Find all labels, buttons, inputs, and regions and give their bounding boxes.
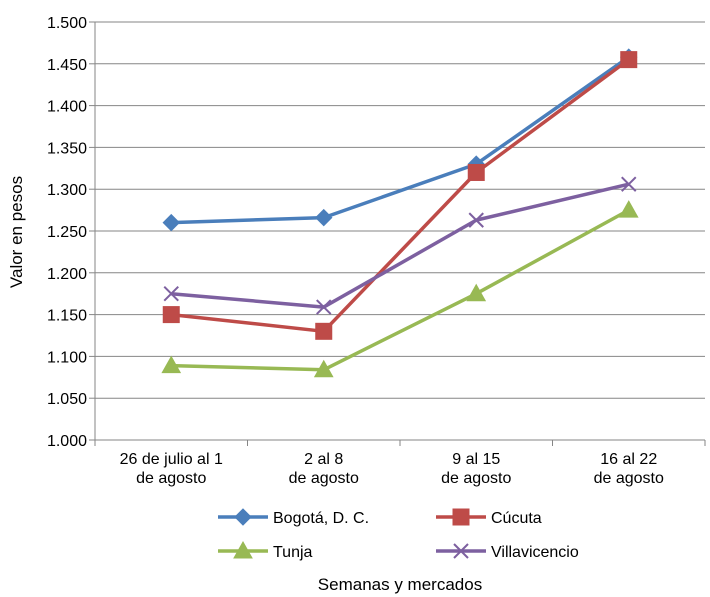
marker-stroke [163,285,179,302]
gridlines [95,21,705,441]
y-tick-labels: 1.000 1.050 1.100 1.150 1.200 1.250 1.300 1.350… [47,15,87,450]
legend: Bogotá, D. C. Cúcuta Tunja Villavicencio [218,508,579,561]
data-point [618,200,639,218]
y-tick-label: 1.150 [47,308,87,325]
legend-item: Bogotá, D. C. [218,508,369,527]
y-tick-label: 1.300 [47,182,87,199]
data-point [620,51,638,69]
x-tick-label: 26 de julio al 1 de agosto [120,451,223,487]
legend-item: Tunja [218,540,313,561]
data-point [316,299,332,315]
data-point [162,213,180,232]
legend-item: Cúcuta [436,508,542,527]
series-line [171,208,630,372]
series-tunja [161,200,639,378]
legend-label: Villavicencio [491,544,579,561]
x-tick-label: 2 al 8 de agosto [289,451,359,487]
marker-stroke [453,543,469,559]
marker-stroke [468,212,484,228]
y-tick-label: 1.450 [47,57,87,74]
x-tick-label: 16 al 22 de agosto [594,451,664,487]
series-villavicencio [163,176,637,315]
data-point [467,163,485,181]
series-line [171,58,630,334]
legend-label: Bogotá, D. C. [273,510,369,527]
y-axis-label: Valor en pesos [7,176,26,288]
y-tick-label: 1.100 [47,349,87,366]
legend-marker [234,508,252,526]
legend-label: Tunja [273,544,313,561]
y-tick-label: 1.400 [47,99,87,116]
legend-marker [233,540,253,559]
legend-label: Cúcuta [491,510,542,527]
data-point [315,322,333,340]
series-bogota-d-c [162,48,638,232]
data-point [468,212,484,228]
series-line [171,182,630,309]
axes [89,21,706,446]
marker-stroke [316,299,332,315]
data-point [313,359,334,378]
y-tick-label: 1.250 [47,224,87,241]
legend-marker [453,543,469,559]
data-point [163,285,179,302]
data-point [315,208,333,227]
legend-item: Villavicencio [436,543,579,561]
x-tick-label: 9 al 15 de agosto [441,451,511,487]
data-point [162,306,180,324]
data-point [161,355,182,374]
y-tick-label: 1.350 [47,140,87,157]
x-tick-labels: 26 de julio al 1 de agosto 2 al 8 de agosto… [120,451,664,487]
series-group [161,48,639,378]
y-tick-label: 1.500 [47,15,87,32]
data-point [466,283,487,302]
legend-marker [452,508,470,526]
series-cucuta [162,51,638,340]
marker-stroke [621,176,637,192]
y-tick-label: 1.050 [47,391,87,408]
y-tick-label: 1.000 [47,433,87,450]
x-axis-label: Semanas y mercados [318,575,482,594]
series-line [171,55,630,225]
data-point [621,176,637,192]
y-tick-label: 1.200 [47,266,87,283]
